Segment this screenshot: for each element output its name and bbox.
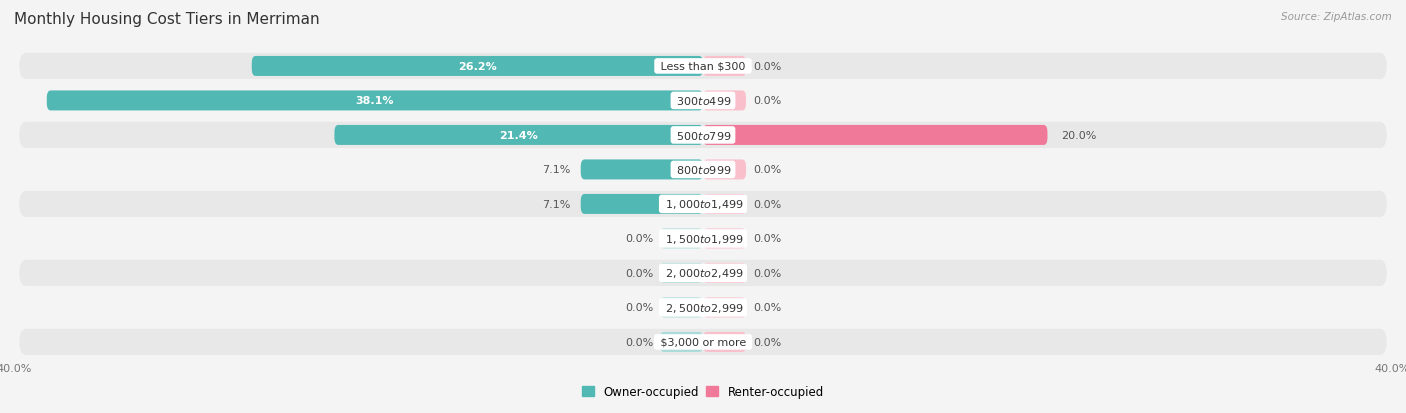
FancyBboxPatch shape bbox=[703, 91, 747, 111]
Text: 0.0%: 0.0% bbox=[624, 268, 652, 278]
FancyBboxPatch shape bbox=[252, 57, 703, 77]
Text: 0.0%: 0.0% bbox=[754, 337, 782, 347]
FancyBboxPatch shape bbox=[659, 229, 703, 249]
Text: 26.2%: 26.2% bbox=[458, 62, 496, 72]
Text: 38.1%: 38.1% bbox=[356, 96, 394, 106]
Text: 0.0%: 0.0% bbox=[624, 337, 652, 347]
FancyBboxPatch shape bbox=[46, 91, 703, 111]
Text: $500 to $799: $500 to $799 bbox=[673, 130, 733, 142]
FancyBboxPatch shape bbox=[659, 298, 703, 318]
FancyBboxPatch shape bbox=[703, 263, 747, 283]
Text: 21.4%: 21.4% bbox=[499, 131, 538, 140]
FancyBboxPatch shape bbox=[703, 57, 747, 77]
FancyBboxPatch shape bbox=[20, 157, 1386, 183]
Text: $1,500 to $1,999: $1,500 to $1,999 bbox=[662, 233, 744, 245]
Text: 0.0%: 0.0% bbox=[754, 62, 782, 72]
Text: 0.0%: 0.0% bbox=[624, 303, 652, 313]
FancyBboxPatch shape bbox=[20, 123, 1386, 149]
FancyBboxPatch shape bbox=[20, 329, 1386, 355]
FancyBboxPatch shape bbox=[20, 54, 1386, 80]
Text: 0.0%: 0.0% bbox=[754, 165, 782, 175]
Legend: Owner-occupied, Renter-occupied: Owner-occupied, Renter-occupied bbox=[578, 381, 828, 403]
Text: Source: ZipAtlas.com: Source: ZipAtlas.com bbox=[1281, 12, 1392, 22]
FancyBboxPatch shape bbox=[703, 195, 747, 214]
Text: 0.0%: 0.0% bbox=[624, 234, 652, 244]
Text: $300 to $499: $300 to $499 bbox=[673, 95, 733, 107]
FancyBboxPatch shape bbox=[20, 226, 1386, 252]
Text: 7.1%: 7.1% bbox=[541, 165, 571, 175]
Text: $2,000 to $2,499: $2,000 to $2,499 bbox=[662, 267, 744, 280]
Text: Less than $300: Less than $300 bbox=[657, 62, 749, 72]
Text: $800 to $999: $800 to $999 bbox=[673, 164, 733, 176]
FancyBboxPatch shape bbox=[703, 160, 747, 180]
Text: 7.1%: 7.1% bbox=[541, 199, 571, 209]
FancyBboxPatch shape bbox=[703, 229, 747, 249]
Text: 0.0%: 0.0% bbox=[754, 199, 782, 209]
FancyBboxPatch shape bbox=[581, 160, 703, 180]
FancyBboxPatch shape bbox=[20, 191, 1386, 218]
Text: $2,500 to $2,999: $2,500 to $2,999 bbox=[662, 301, 744, 314]
FancyBboxPatch shape bbox=[703, 332, 747, 352]
FancyBboxPatch shape bbox=[703, 298, 747, 318]
Text: 0.0%: 0.0% bbox=[754, 234, 782, 244]
FancyBboxPatch shape bbox=[659, 332, 703, 352]
Text: 0.0%: 0.0% bbox=[754, 96, 782, 106]
FancyBboxPatch shape bbox=[20, 260, 1386, 286]
FancyBboxPatch shape bbox=[703, 126, 1047, 146]
Text: Monthly Housing Cost Tiers in Merriman: Monthly Housing Cost Tiers in Merriman bbox=[14, 12, 319, 27]
FancyBboxPatch shape bbox=[20, 294, 1386, 321]
Text: 0.0%: 0.0% bbox=[754, 303, 782, 313]
FancyBboxPatch shape bbox=[20, 88, 1386, 114]
Text: 0.0%: 0.0% bbox=[754, 268, 782, 278]
FancyBboxPatch shape bbox=[581, 195, 703, 214]
FancyBboxPatch shape bbox=[659, 263, 703, 283]
FancyBboxPatch shape bbox=[335, 126, 703, 146]
Text: 20.0%: 20.0% bbox=[1062, 131, 1097, 140]
Text: $1,000 to $1,499: $1,000 to $1,499 bbox=[662, 198, 744, 211]
Text: $3,000 or more: $3,000 or more bbox=[657, 337, 749, 347]
